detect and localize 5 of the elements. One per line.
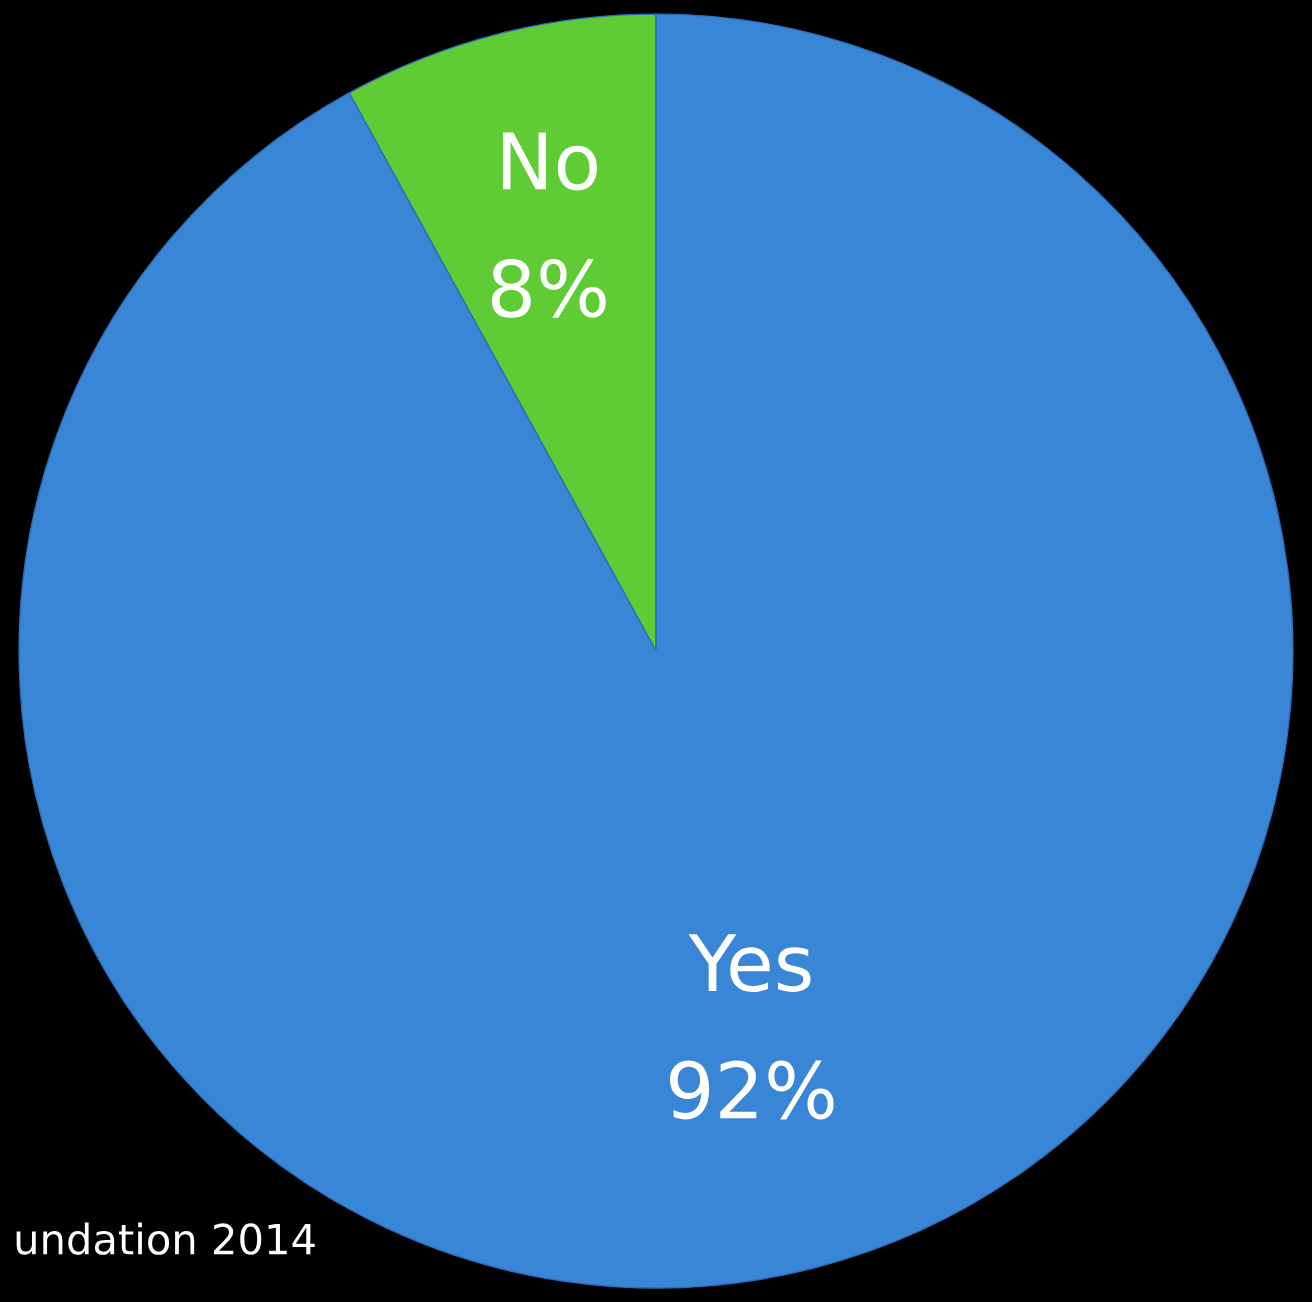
data-label: 8% <box>491 258 606 318</box>
data-label: 92% <box>669 1060 834 1120</box>
slice-label: No <box>503 132 597 191</box>
slice-label: Yes <box>688 934 811 993</box>
text: undation 2014 <box>16 1222 315 1255</box>
